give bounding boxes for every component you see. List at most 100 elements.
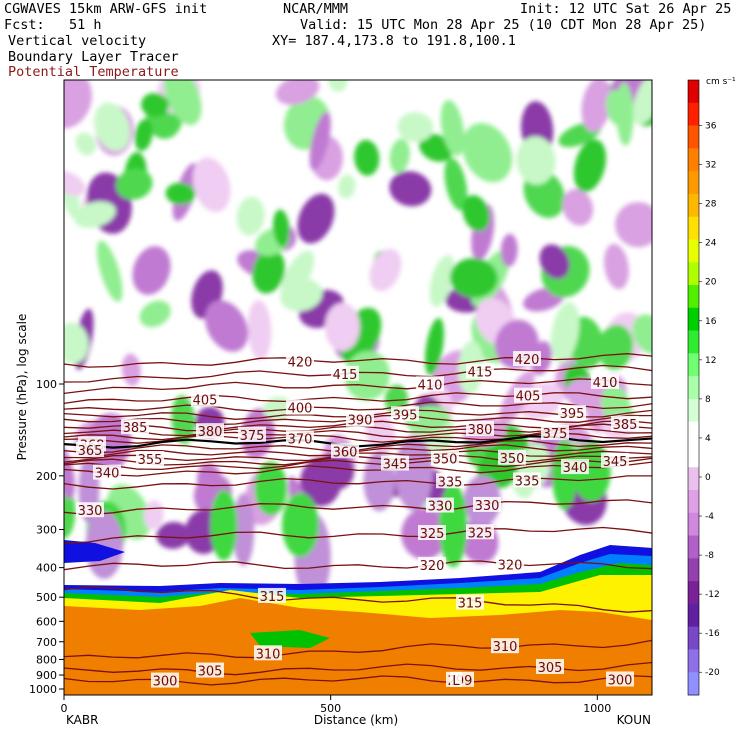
theta-contour-335 <box>64 475 652 490</box>
theta-label-25: 350 <box>500 452 525 467</box>
theta-label-bg-32 <box>426 497 454 513</box>
y-tick-label-2: 300 <box>36 524 57 537</box>
x-axis: 0 500 1000 <box>61 695 611 715</box>
theta-label-bg-16 <box>286 430 314 446</box>
theta-label-24: 350 <box>433 453 458 468</box>
theta-label-bg-26 <box>93 464 121 480</box>
vv-cell-117 <box>328 80 348 92</box>
colorbar-swatch-23 <box>688 603 699 628</box>
colorbar-swatch-19 <box>688 512 699 537</box>
theta-contour-345 <box>64 457 652 471</box>
colorbar-swatch-18 <box>688 490 699 514</box>
theta-label-45: 300 <box>608 673 633 688</box>
vv-cell-53 <box>275 80 320 105</box>
theta-label-34: 325 <box>420 527 445 542</box>
colorbar: 36 32 28 24 20 16 12 8 4 0 -4 -8 -12 -16 -20 <box>687 79 720 696</box>
vv-cell-103 <box>74 201 116 228</box>
theta-label-40: 310 <box>256 647 281 662</box>
vv-cell-57 <box>397 112 434 143</box>
theta-label-bg-15 <box>541 424 569 440</box>
colorbar-swatch-15 <box>688 421 699 445</box>
vv-cell-112 <box>440 99 465 157</box>
theta-label-bg-4 <box>513 351 541 367</box>
theta-label-20: 365 <box>78 444 103 459</box>
theta-label-bg-10 <box>514 387 542 403</box>
vv-cell-111 <box>450 258 498 298</box>
colorbar-tick-label-13: -16 <box>705 629 720 639</box>
vv-cell-10 <box>247 299 272 360</box>
theta-label-36: 320 <box>420 559 445 574</box>
theta-label-29: 335 <box>438 475 463 490</box>
right-endpoint-label: KOUN <box>617 713 651 727</box>
colorbar-swatch-5 <box>688 193 699 218</box>
theta-label-42: 305 <box>198 665 223 680</box>
vv-column-4 <box>85 511 123 580</box>
vv-cell-115 <box>309 111 331 171</box>
theta-label-bg-21 <box>136 451 164 467</box>
vv-cell-68 <box>516 136 556 185</box>
vv-cell-118 <box>116 168 153 200</box>
vv-cell-32 <box>171 395 196 445</box>
colorbar-swatch-13 <box>688 376 699 400</box>
colorbar-swatch-11 <box>688 330 699 354</box>
theta-label-6: 405 <box>193 394 218 409</box>
vv-column-13 <box>281 492 319 558</box>
colorbar-units: cm s⁻¹ <box>706 77 736 87</box>
left-endpoint-label: KABR <box>66 713 98 727</box>
vv-cell-58 <box>192 157 231 213</box>
field-potential-temperature: Potential Temperature <box>8 64 179 80</box>
colorbar-tick-label-14: -20 <box>705 668 720 678</box>
y-tick-label-5: 600 <box>36 615 57 628</box>
colorbar-swatch-8 <box>688 262 699 286</box>
vv-cell-15 <box>419 133 453 162</box>
theta-label-bg-40 <box>254 645 282 661</box>
theta-label-bg-7 <box>286 399 314 415</box>
colorbar-tick-label-7: 8 <box>705 395 711 405</box>
theta-label-22: 360 <box>333 445 358 460</box>
vv-column-5 <box>254 461 288 516</box>
vv-cell-137 <box>344 350 391 401</box>
theta-label-bg-5 <box>591 373 619 389</box>
theta-label-bg-23 <box>381 455 409 471</box>
y-tick-label-0: 100 <box>36 378 57 391</box>
theta-contour-325 <box>64 526 652 544</box>
colorbar-swatch-2 <box>688 125 699 149</box>
tracer-green-low-patch <box>250 630 330 648</box>
colorbar-swatch-24 <box>688 626 699 650</box>
theta-label-bg-11 <box>558 405 586 421</box>
theta-label-41: 310 <box>493 640 518 655</box>
theta-label-47: L <box>452 674 460 689</box>
theta-label-7: 400 <box>288 402 313 417</box>
field-boundary-layer-tracer: Boundary Layer Tracer <box>8 49 179 65</box>
colorbar-swatch-7 <box>688 239 699 263</box>
vv-cell-120 <box>369 248 402 292</box>
colorbar-tick-label-2: 28 <box>705 200 717 210</box>
theta-label-14: 380 <box>198 425 223 440</box>
theta-label-bg-39 <box>456 594 484 610</box>
theta-label-bg-18 <box>238 426 266 442</box>
theta-label-bg-33 <box>473 496 501 512</box>
colorbar-swatch-26 <box>688 672 699 696</box>
theta-label-bg-41 <box>491 638 519 654</box>
theta-label-bg-31 <box>76 502 104 518</box>
theta-label-bg-8 <box>346 411 374 427</box>
theta-contour-315 <box>64 586 652 613</box>
cross-section-endpoints: XY= 187.4,173.8 to 191.8,100.1 <box>272 33 516 49</box>
theta-contour-340 <box>64 461 652 477</box>
colorbar-swatch-3 <box>688 148 699 172</box>
y-tick-label-6: 700 <box>36 636 57 649</box>
theta-label-3: 415 <box>468 365 493 380</box>
theta-label-18: 375 <box>240 429 265 444</box>
vv-cell-107 <box>205 300 249 352</box>
vv-cell-146 <box>94 102 131 152</box>
vv-cell-83 <box>597 324 634 370</box>
colorbar-tick-label-6: 12 <box>705 356 716 366</box>
vv-cell-143 <box>139 300 171 328</box>
x-tick-label-0: 0 <box>61 702 68 715</box>
tracer-upper-left-blue <box>64 540 125 563</box>
theta-label-bg-36 <box>418 556 446 572</box>
theta-label-bg-12 <box>121 419 149 435</box>
y-tick-label-7: 800 <box>36 653 57 666</box>
model-title: CGWAVES 15km ARW-GFS init <box>4 1 208 17</box>
